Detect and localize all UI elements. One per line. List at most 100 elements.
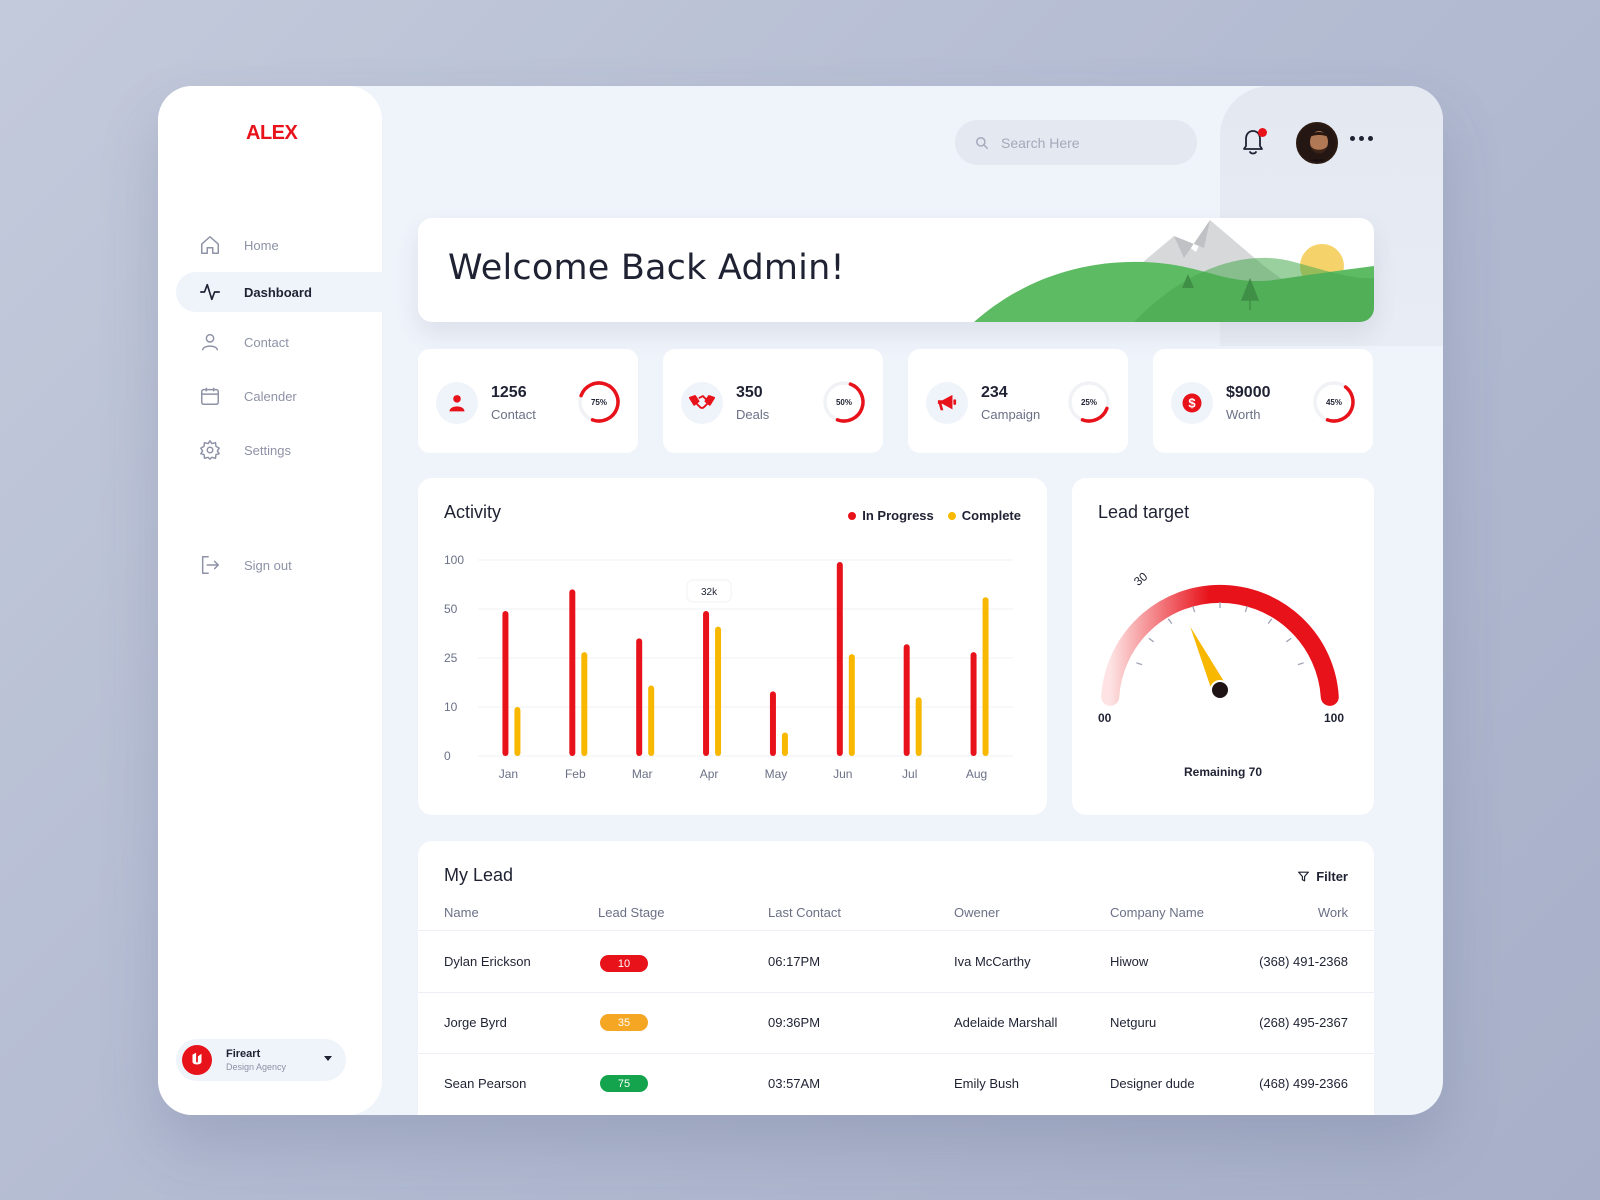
dot-icon: [1359, 136, 1364, 141]
legend-item-complete[interactable]: Complete: [947, 508, 1021, 523]
bar-complete-apr[interactable]: [715, 626, 722, 756]
bar-complete-mar[interactable]: [648, 685, 655, 756]
stat-card-deals[interactable]: 350 Deals 50%: [663, 349, 883, 453]
avatar[interactable]: [1296, 122, 1338, 164]
activity-title: Activity: [444, 502, 502, 522]
activity-icon: [198, 280, 222, 304]
x-tick-label: Jun: [833, 767, 852, 781]
stat-value: 234: [981, 384, 1008, 401]
bar-in-progress-apr[interactable]: [703, 610, 710, 756]
progress-percent: 75%: [590, 397, 607, 407]
gauge-tick: [1167, 618, 1173, 625]
x-tick-label: Mar: [632, 767, 653, 781]
stat-value: 1256: [491, 384, 527, 401]
page-title: Welcome Back Admin!: [448, 248, 845, 288]
column-header-company[interactable]: Company Name: [1110, 905, 1204, 920]
signout-label: Sign out: [244, 557, 292, 573]
gauge-needle: [1190, 626, 1228, 694]
bar-complete-jun[interactable]: [848, 654, 855, 756]
legend-label: In Progress: [862, 508, 934, 523]
bar-complete-jul[interactable]: [915, 697, 922, 756]
sidebar-item-contact[interactable]: Contact: [176, 322, 382, 362]
stat-label: Campaign: [981, 407, 1041, 422]
x-tick-label: Feb: [565, 767, 586, 781]
user-photo-icon: [1298, 124, 1336, 162]
sidebar-item-settings[interactable]: Settings: [176, 430, 382, 470]
bar-in-progress-mar[interactable]: [636, 638, 643, 756]
sidebar-item-label: Settings: [244, 442, 291, 458]
legend-dot: [848, 511, 857, 520]
bar-complete-may[interactable]: [781, 732, 788, 756]
chart-tooltip-label: 32k: [701, 587, 718, 598]
lead-stage-badge: 35: [600, 1014, 648, 1031]
column-header-last-contact[interactable]: Last Contact: [768, 905, 841, 920]
bar-complete-jan[interactable]: [514, 707, 521, 756]
filter-button[interactable]: Filter: [1297, 869, 1348, 884]
stat-label: Contact: [491, 407, 536, 422]
work-phone[interactable]: (468) 499-2366: [1259, 1076, 1348, 1091]
search-bar[interactable]: [955, 120, 1197, 165]
column-header-work[interactable]: Work: [1317, 905, 1348, 920]
bar-complete-feb[interactable]: [581, 652, 588, 756]
gauge-min-label: 00: [1098, 711, 1112, 725]
signout-icon: [198, 553, 222, 577]
table-row[interactable]: Jorge Byrd 35 09:36PM Adelaide Marshall …: [418, 993, 1374, 1054]
progress-ring: [1068, 381, 1110, 423]
signout-button[interactable]: Sign out: [176, 545, 382, 585]
bar-in-progress-aug[interactable]: [970, 652, 977, 756]
notification-button[interactable]: [1240, 126, 1268, 156]
y-tick-label: 0: [444, 749, 451, 763]
x-tick-label: Jan: [499, 767, 518, 781]
legend-dot: [947, 511, 956, 520]
more-options-button[interactable]: [1350, 136, 1373, 141]
chart-legend: In Progress Complete: [848, 508, 1021, 523]
megaphone-icon: [926, 382, 968, 424]
sidebar-item-home[interactable]: Home: [176, 225, 382, 265]
work-phone[interactable]: (268) 495-2367: [1259, 1015, 1348, 1030]
bar-complete-aug[interactable]: [982, 597, 989, 756]
table-row[interactable]: Dylan Erickson 10 06:17PM Iva McCarthy H…: [418, 932, 1374, 993]
brand-logo[interactable]: ALEX: [246, 122, 298, 144]
sidebar-item-dashboard[interactable]: Dashboard: [176, 272, 382, 312]
sidebar-item-label: Dashboard: [244, 284, 312, 300]
legend-label: Complete: [961, 508, 1021, 523]
welcome-banner: Welcome Back Admin!: [418, 218, 1374, 322]
company-switcher[interactable]: Fireart Design Agency: [176, 1039, 346, 1081]
bar-in-progress-jan[interactable]: [502, 610, 509, 756]
legend-item-in-progress[interactable]: In Progress: [848, 508, 934, 523]
my-lead-card: My Lead Filter Name Lead Stage Last Cont…: [418, 841, 1374, 1115]
stat-card-campaign[interactable]: 234 Campaign 25%: [908, 349, 1128, 453]
stat-label: Worth: [1226, 407, 1261, 422]
bell-icon: [1243, 130, 1263, 155]
bar-in-progress-jul[interactable]: [903, 644, 910, 756]
y-tick-label: 50: [444, 602, 458, 616]
stat-card-contact[interactable]: 1256 Contact 75%: [418, 349, 638, 453]
work-phone[interactable]: (368) 491-2368: [1259, 954, 1348, 969]
table-row[interactable]: Sean Pearson 75 03:57AM Emily Bush Desig…: [418, 1054, 1374, 1115]
search-input[interactable]: [1001, 134, 1181, 151]
company-name: Designer dude: [1110, 1076, 1195, 1091]
bar-in-progress-feb[interactable]: [569, 589, 576, 756]
company-name: Fireart: [226, 1048, 261, 1060]
stat-card-worth[interactable]: $ $9000 Worth 45%: [1153, 349, 1373, 453]
column-header-owner[interactable]: Owener: [954, 905, 1000, 920]
filter-icon: [1298, 871, 1310, 882]
sidebar-item-calender[interactable]: Calender: [176, 376, 382, 416]
notification-badge: [1258, 128, 1267, 137]
column-header-lead-stage[interactable]: Lead Stage: [598, 905, 665, 920]
bar-in-progress-may[interactable]: [769, 691, 776, 756]
filter-label: Filter: [1316, 869, 1348, 884]
ring-progress: [1068, 381, 1110, 423]
progress-percent: 50%: [835, 397, 852, 407]
bar-in-progress-jun[interactable]: [836, 561, 843, 756]
handshake-icon: [681, 382, 723, 424]
x-tick-label: Aug: [966, 767, 987, 781]
gauge-tick: [1244, 606, 1248, 613]
column-header-name[interactable]: Name: [444, 905, 479, 920]
company-subtitle: Design Agency: [226, 1062, 287, 1072]
dot-icon: [1350, 136, 1355, 141]
company-name: Hiwow: [1110, 954, 1149, 969]
company-name: Netguru: [1110, 1015, 1157, 1030]
dollar-icon: $: [1171, 382, 1213, 424]
